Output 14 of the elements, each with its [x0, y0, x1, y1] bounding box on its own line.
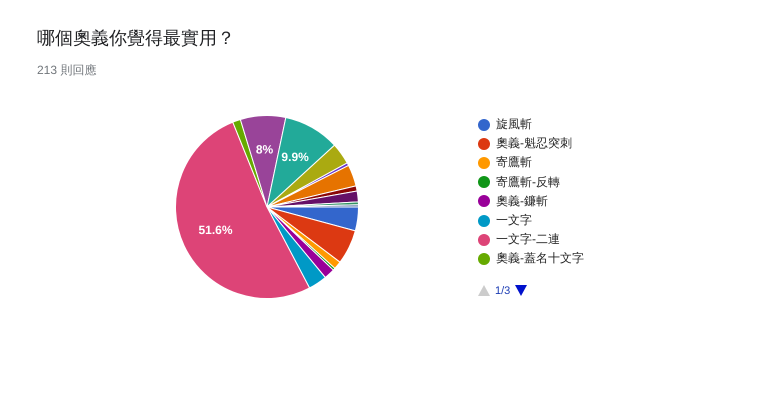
legend-label: 寄鷹斬-反轉: [496, 174, 560, 191]
chart-title: 哪個奧義你覺得最實用？: [37, 27, 235, 50]
legend-label: 一文字: [496, 212, 532, 230]
data-label: 8%: [256, 142, 274, 157]
legend-label: 旋風斬: [496, 116, 532, 134]
text: 213 則回應: [37, 62, 96, 79]
legend-label: 寄鷹斬: [496, 154, 532, 172]
data-label: 9.9%: [281, 150, 310, 164]
text: 1/3: [495, 284, 510, 296]
legend-label: 奧義-鐮斬: [496, 192, 548, 210]
data-label: 51.6%: [198, 223, 233, 238]
legend-label: 一文字-二連: [496, 231, 560, 248]
legend-label: 奧義-蓋名十文字: [496, 250, 584, 268]
legend-label: 奧義-魁忍突刺: [496, 135, 572, 152]
